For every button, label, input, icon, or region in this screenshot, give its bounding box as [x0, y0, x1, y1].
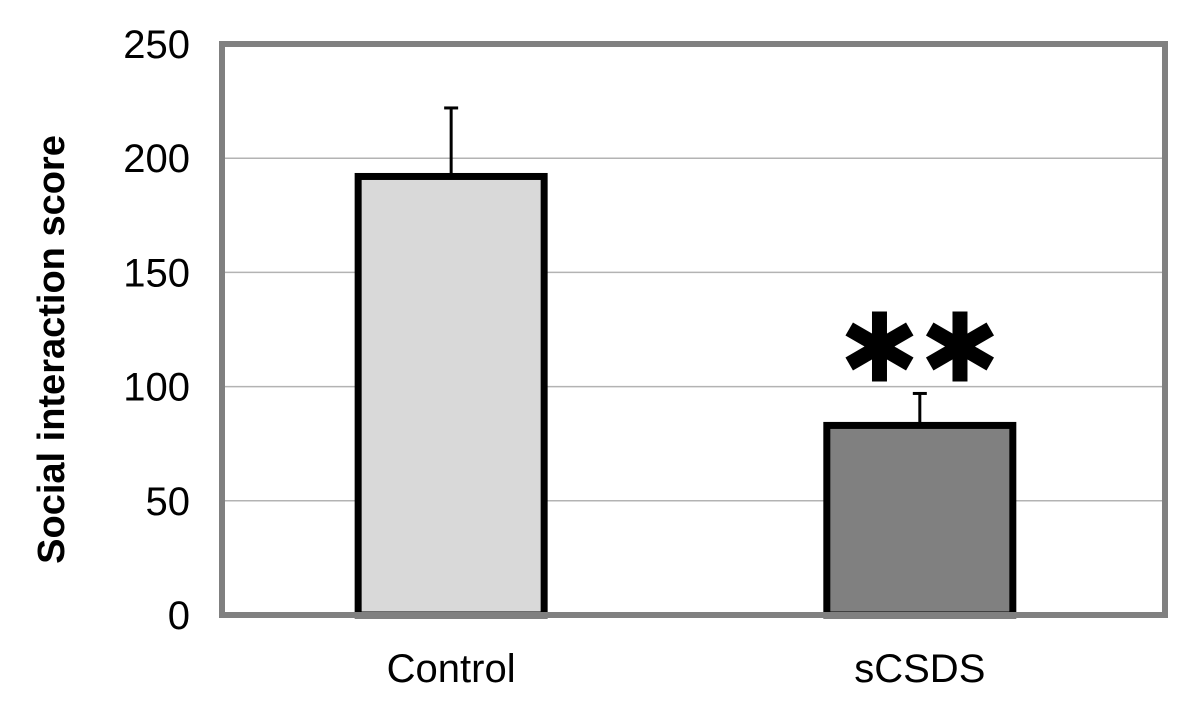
x-tick-label-control: Control	[387, 647, 516, 691]
error-bars	[444, 106, 927, 426]
x-tick-label-scsds: sCSDS	[854, 647, 985, 691]
y-tick-label: 100	[123, 366, 190, 410]
significance-annotations: ✱✱	[839, 292, 1000, 404]
y-tick-labels: 0 50 100 150 200 250	[123, 23, 190, 638]
bar-scsds	[823, 421, 1017, 619]
bar-control	[354, 172, 548, 619]
y-tick-label: 150	[123, 251, 190, 295]
x-category-labels: Control sCSDS	[387, 647, 986, 691]
y-tick-label: 50	[146, 480, 191, 524]
y-axis-title: Social interaction score	[31, 135, 73, 564]
y-tick-label: 0	[168, 594, 190, 638]
plot-frame	[219, 41, 1168, 618]
y-tick-label: 250	[123, 23, 190, 67]
y-tick-label: 200	[123, 137, 190, 181]
significance-marker: ✱✱	[839, 292, 1000, 404]
